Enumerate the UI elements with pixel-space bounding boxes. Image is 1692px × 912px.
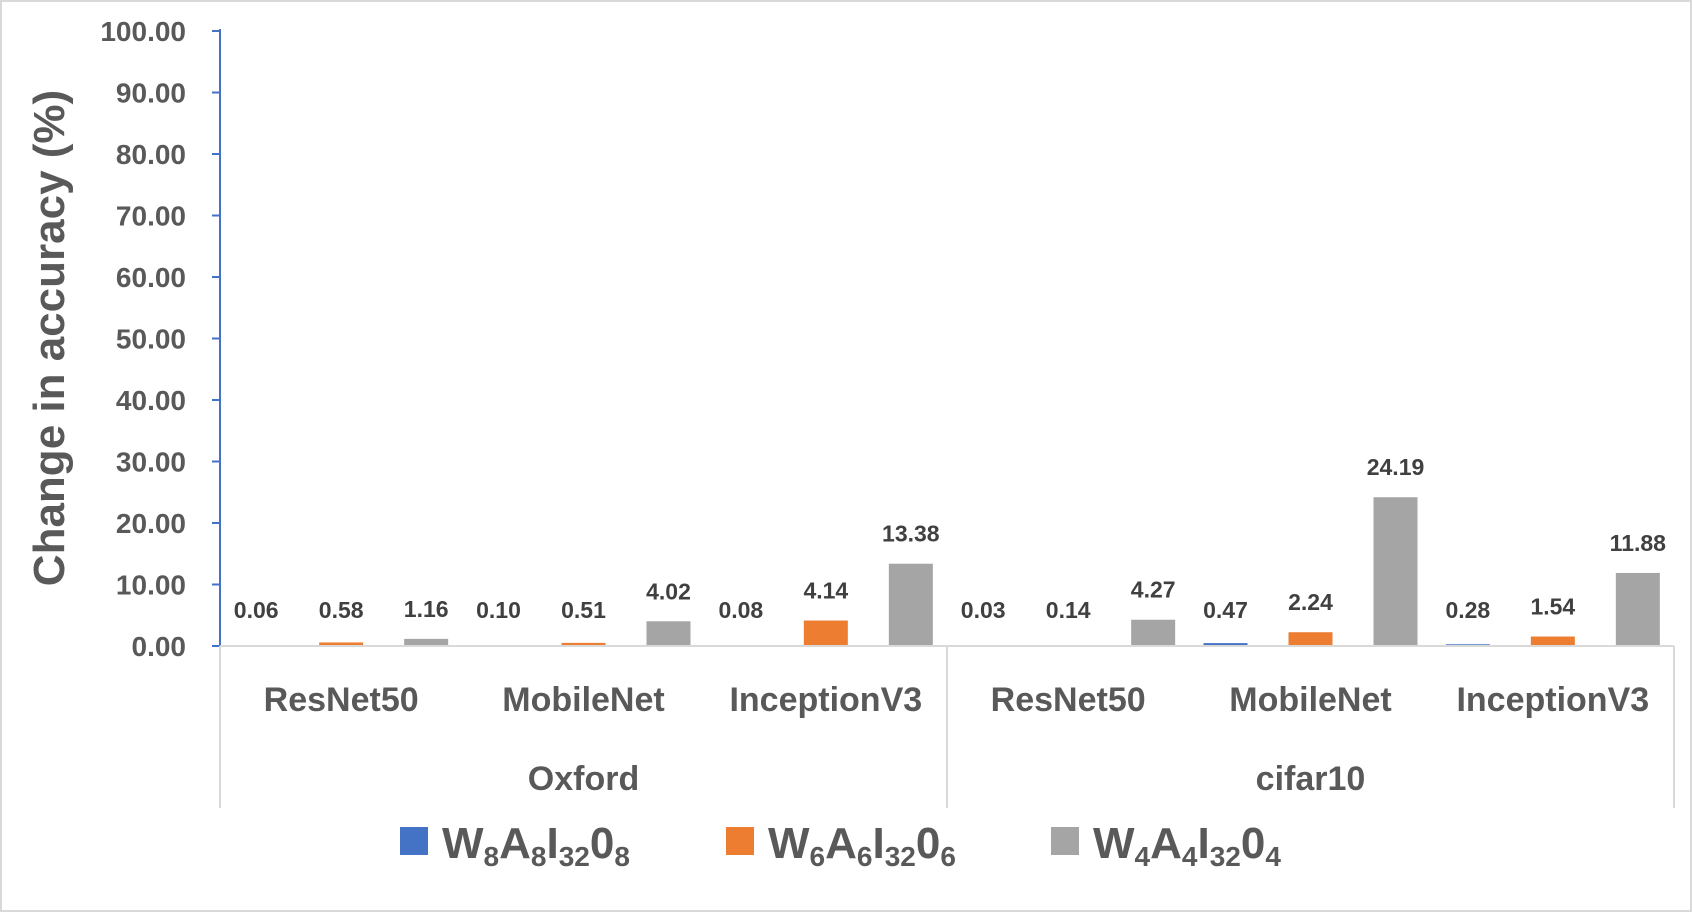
bar-w6 — [803, 620, 848, 646]
data-label: 0.28 — [1445, 597, 1490, 623]
data-label: 0.10 — [476, 597, 521, 623]
bar-w6 — [561, 642, 606, 646]
data-label: 0.06 — [234, 597, 279, 623]
bar-w8 — [1203, 643, 1248, 646]
legend-text-part: 0 — [916, 819, 940, 868]
dataset-label: cifar10 — [1256, 760, 1366, 798]
y-tick-label: 30.00 — [116, 447, 186, 478]
legend-subscript: 32 — [559, 841, 590, 872]
data-label: 13.38 — [882, 521, 940, 547]
category-label: InceptionV3 — [729, 681, 922, 719]
legend-subscript: 4 — [1182, 841, 1198, 872]
bar-w4 — [1615, 572, 1660, 646]
bar-w4 — [1373, 497, 1418, 646]
legend-text-part: A — [825, 819, 857, 868]
data-label: 0.14 — [1046, 597, 1091, 623]
legend-swatch-w4 — [1051, 827, 1079, 855]
legend-text-part: 0 — [590, 819, 614, 868]
bar-w4 — [646, 621, 691, 646]
legend-text-part: W — [442, 819, 484, 868]
data-label: 24.19 — [1367, 454, 1425, 480]
data-label: 0.08 — [718, 597, 763, 623]
legend-label-w6: W6A6I3206 — [768, 819, 956, 872]
legend-text-part: I — [872, 819, 884, 868]
y-axis-ticks: 0.00 10.00 20.00 30.00 40.00 50.00 60.00 70.00 8… — [100, 16, 220, 662]
legend-subscript: 32 — [1210, 841, 1241, 872]
data-label: 2.24 — [1288, 589, 1333, 615]
data-label: 4.27 — [1131, 577, 1176, 603]
legend-subscript: 6 — [810, 841, 826, 872]
legend-swatch-w6 — [726, 827, 754, 855]
legend-subscript: 8 — [531, 841, 547, 872]
legend-subscript: 8 — [484, 841, 500, 872]
data-label: 0.47 — [1203, 597, 1248, 623]
legend-swatch-w8 — [400, 827, 428, 855]
bars-group — [234, 497, 1660, 646]
legend-subscript: 6 — [940, 841, 956, 872]
data-label: 1.16 — [404, 596, 449, 622]
y-axis-title-group: Change in accuracy (%) — [25, 90, 74, 586]
bar-w6 — [1530, 636, 1575, 646]
y-tick-label: 80.00 — [116, 139, 186, 170]
data-label: 0.51 — [561, 597, 606, 623]
y-tick-label: 50.00 — [116, 324, 186, 355]
legend-label-w8: W8A8I3208 — [442, 819, 630, 872]
legend-label-w4: W4A4I3204 — [1093, 819, 1281, 872]
dataset-label: Oxford — [528, 760, 639, 798]
category-label: InceptionV3 — [1456, 681, 1649, 719]
y-axis-title: Change in accuracy (%) — [25, 90, 74, 586]
bar-w6 — [319, 642, 364, 646]
legend-text-part: W — [768, 819, 810, 868]
bar-w4 — [404, 638, 449, 646]
legend-text-part: A — [1150, 819, 1182, 868]
legend-subscript: 4 — [1265, 841, 1281, 872]
y-tick-label: 40.00 — [116, 385, 186, 416]
bar-w4 — [888, 563, 933, 646]
legend-text-part: W — [1093, 819, 1135, 868]
legend-subscript: 8 — [614, 841, 630, 872]
y-tick-label: 20.00 — [116, 508, 186, 539]
data-label: 1.54 — [1530, 594, 1575, 620]
legend-text-part: I — [1197, 819, 1209, 868]
data-label: 0.03 — [961, 597, 1006, 623]
legend-text-part: 0 — [1241, 819, 1265, 868]
category-label: ResNet50 — [991, 681, 1146, 719]
y-tick-label: 90.00 — [116, 78, 186, 109]
category-label: ResNet50 — [264, 681, 419, 719]
y-tick-label: 10.00 — [116, 570, 186, 601]
legend-text-part: I — [546, 819, 558, 868]
data-labels-group: 0.06 0.10 0.08 0.03 0.47 0.28 0.58 0.51 4.14 0.14… — [234, 454, 1666, 623]
bar-w4 — [1131, 619, 1176, 646]
legend-subscript: 6 — [857, 841, 873, 872]
data-label: 0.58 — [319, 597, 364, 623]
data-label: 4.14 — [803, 578, 848, 604]
y-tick-label: 70.00 — [116, 201, 186, 232]
legend-subscript: 4 — [1135, 841, 1151, 872]
bar-w6 — [1288, 632, 1333, 646]
y-tick-label: 0.00 — [132, 631, 187, 662]
data-label: 4.02 — [646, 578, 691, 604]
category-label: MobileNet — [1229, 681, 1391, 719]
legend-subscript: 32 — [885, 841, 916, 872]
category-label: MobileNet — [502, 681, 664, 719]
legend: W8A8I3208 W6A6I3206 W4A4I3204 — [400, 819, 1281, 872]
y-tick-label: 100.00 — [100, 16, 186, 47]
legend-text-part: A — [499, 819, 531, 868]
y-tick-label: 60.00 — [116, 262, 186, 293]
x-axis-group: ResNet50 MobileNet InceptionV3 ResNet50 Mobi… — [219, 29, 1675, 808]
data-label: 11.88 — [1610, 530, 1666, 556]
